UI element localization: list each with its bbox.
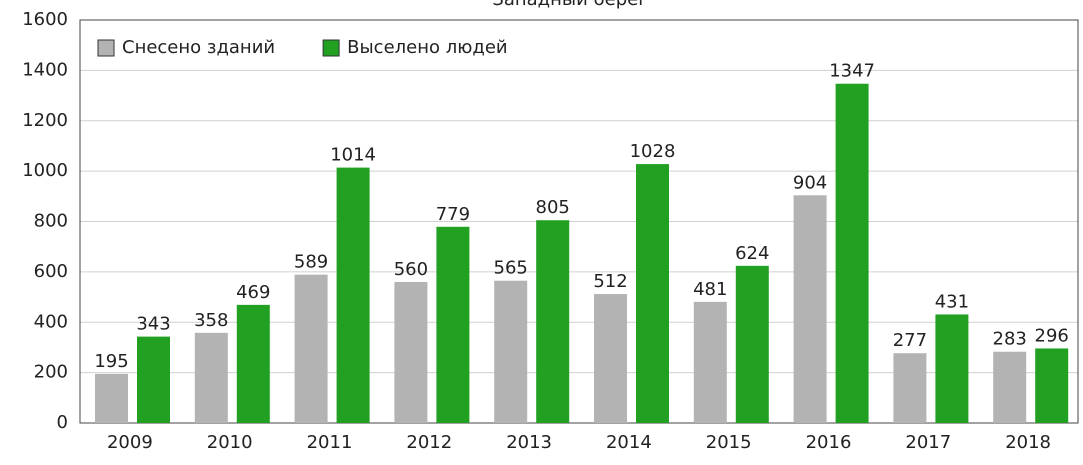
data-label: 1014 (330, 145, 376, 166)
y-tick-label: 800 (34, 211, 68, 232)
bar (194, 332, 228, 423)
x-tick-label: 2018 (1005, 432, 1051, 453)
data-label: 560 (394, 259, 428, 280)
data-label: 565 (494, 258, 528, 279)
data-label: 1347 (829, 61, 875, 82)
x-tick-label: 2009 (107, 432, 153, 453)
x-tick-label: 2010 (207, 432, 253, 453)
x-tick-label: 2016 (806, 432, 852, 453)
bar (394, 281, 428, 423)
bar (835, 83, 869, 424)
data-label: 431 (935, 291, 969, 312)
legend-label: Снесено зданий (122, 37, 275, 58)
bar (735, 265, 769, 423)
y-tick-label: 600 (34, 261, 68, 282)
data-label: 624 (735, 243, 769, 264)
bar (536, 220, 570, 423)
bar (95, 373, 128, 423)
data-label: 589 (294, 252, 328, 273)
y-tick-label: 200 (34, 362, 68, 383)
bar (636, 164, 669, 423)
legend-swatch (97, 39, 115, 57)
data-label: 195 (94, 351, 128, 372)
bar (1035, 348, 1069, 423)
bar (494, 280, 528, 423)
bar (793, 195, 827, 423)
data-label: 469 (236, 282, 270, 303)
data-label: 904 (793, 172, 827, 193)
y-tick-label: 1600 (22, 9, 68, 30)
data-label: 481 (693, 279, 727, 300)
x-tick-label: 2014 (606, 432, 652, 453)
x-tick-label: 2012 (406, 432, 452, 453)
y-tick-label: 1200 (22, 110, 68, 131)
data-label: 296 (1035, 325, 1069, 346)
bar (893, 353, 927, 423)
data-label: 283 (993, 329, 1027, 350)
bar (993, 351, 1027, 423)
x-tick-label: 2011 (307, 432, 353, 453)
bar (693, 301, 727, 423)
data-label: 1028 (630, 141, 676, 162)
bar (236, 304, 270, 423)
plot-frame (79, 19, 1079, 424)
legend-label: Выселено людей (347, 37, 508, 58)
y-tick-label: 1400 (22, 59, 68, 80)
bar (336, 167, 370, 423)
x-tick-label: 2013 (506, 432, 552, 453)
bar (594, 294, 627, 423)
data-label: 512 (593, 271, 627, 292)
bar (436, 226, 470, 423)
data-label: 277 (893, 330, 927, 351)
data-label: 805 (536, 197, 570, 218)
legend-swatch (322, 39, 340, 57)
bar (935, 314, 969, 423)
x-tick-label: 2015 (706, 432, 752, 453)
data-label: 358 (194, 310, 228, 331)
chart-title: Западный берег (492, 0, 647, 10)
y-tick-label: 0 (57, 412, 68, 433)
bar (294, 274, 328, 423)
bar (137, 336, 170, 423)
y-tick-label: 400 (34, 311, 68, 332)
data-label: 343 (136, 314, 170, 335)
x-tick-label: 2017 (905, 432, 951, 453)
data-label: 779 (436, 204, 470, 225)
y-tick-label: 1000 (22, 160, 68, 181)
